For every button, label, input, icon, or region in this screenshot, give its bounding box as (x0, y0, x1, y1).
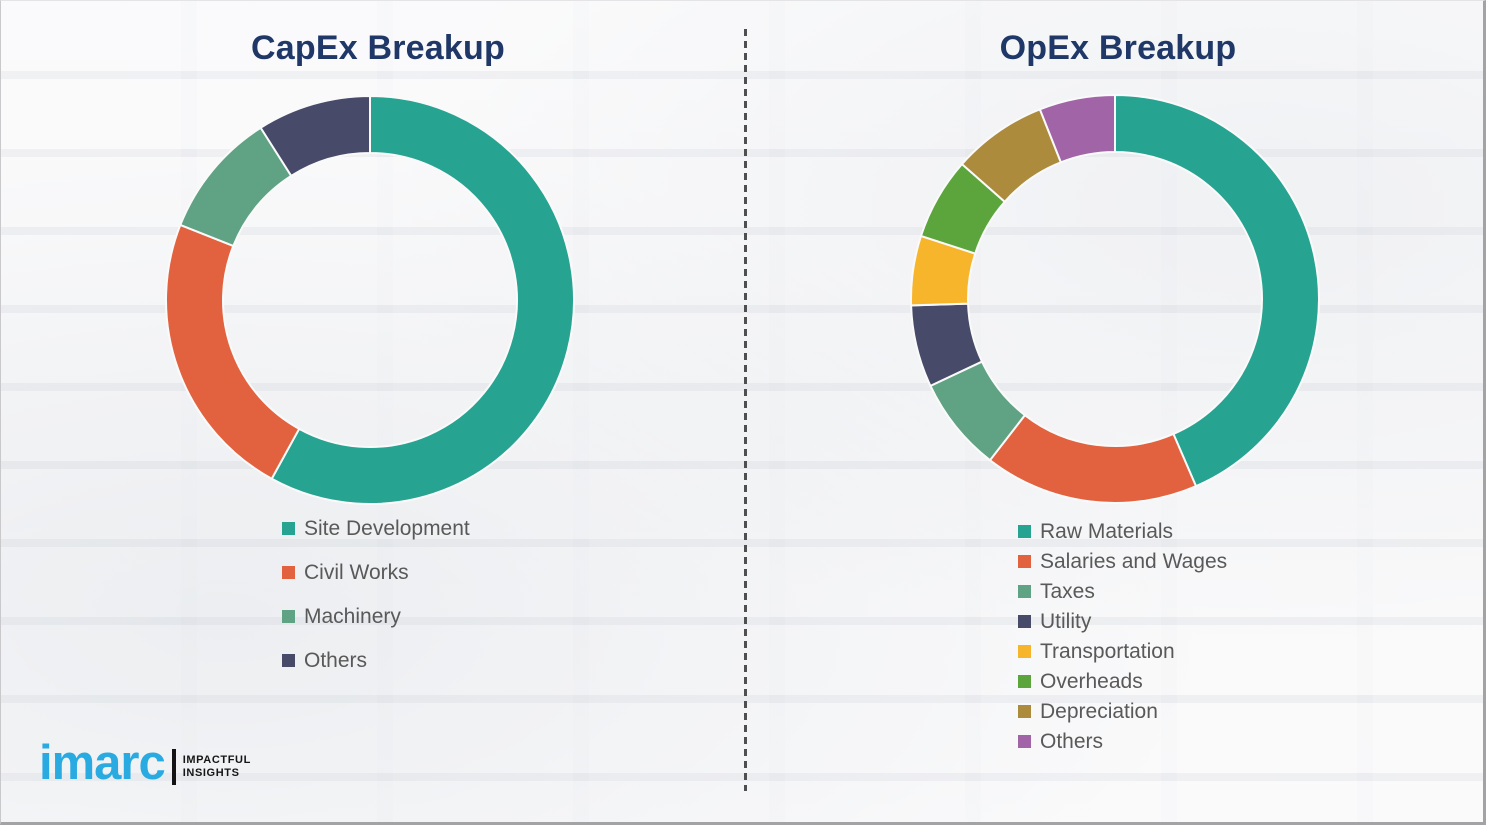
legend-marker (1018, 705, 1031, 718)
imarc-tagline-line2: INSIGHTS (182, 767, 240, 779)
legend-marker (282, 610, 295, 623)
legend-item-transportation: Transportation (1018, 638, 1227, 665)
opex-donut-chart (910, 93, 1320, 504)
legend-label: Salaries and Wages (1040, 549, 1228, 573)
donut-segment-salaries-and-wages (988, 413, 1198, 504)
legend-marker (1018, 525, 1031, 538)
legend-marker (282, 522, 295, 535)
legend-marker (1018, 585, 1031, 598)
legend-item-others: Others (282, 647, 470, 674)
imarc-logo-divider-bar (171, 749, 176, 785)
legend-item-depreciation: Depreciation (1018, 698, 1227, 725)
donut-segment-civil-works (165, 223, 301, 481)
donut-segment-site-development (270, 94, 575, 505)
legend-label: Civil Works (304, 560, 409, 584)
legend-label: Others (1040, 729, 1104, 753)
legend-item-taxes: Taxes (1018, 578, 1227, 605)
imarc-logo: imarc IMPACTFUL INSIGHTS (39, 737, 251, 789)
imarc-tagline-line1: IMPACTFUL (182, 754, 251, 766)
legend-item-civil-works: Civil Works (282, 559, 470, 586)
opex-legend: Raw Materials Salaries and Wages Taxes Util… (1018, 518, 1227, 758)
donut-segment-raw-materials (1114, 93, 1320, 488)
legend-marker (282, 566, 295, 579)
legend-label: Overheads (1040, 669, 1143, 693)
legend-label: Depreciation (1040, 699, 1158, 723)
legend-marker (1018, 735, 1031, 748)
legend-item-site-development: Site Development (282, 515, 470, 542)
legend-item-salaries-and-wages: Salaries and Wages (1018, 548, 1227, 575)
legend-item-raw-materials: Raw Materials (1018, 518, 1227, 545)
imarc-tagline: IMPACTFUL INSIGHTS (183, 754, 251, 780)
donut-segment-others (259, 94, 371, 178)
capex-chart-title: CapEx Breakup (251, 29, 505, 67)
legend-label: Taxes (1040, 579, 1095, 603)
legend-label: Raw Materials (1040, 519, 1174, 543)
legend-marker (282, 654, 295, 667)
legend-label: Others (304, 648, 368, 672)
capex-legend: Site Development Civil Works Machinery Othe… (282, 515, 470, 691)
opex-chart-title: OpEx Breakup (999, 29, 1237, 67)
legend-marker (1018, 645, 1031, 658)
imarc-logo-text: imarc (39, 736, 166, 790)
legend-marker (1018, 555, 1031, 568)
capex-donut-chart (165, 94, 575, 505)
legend-label: Machinery (304, 604, 401, 628)
legend-item-machinery: Machinery (282, 603, 470, 630)
legend-label: Transportation (1040, 639, 1175, 663)
vertical-dashed-divider (744, 29, 747, 791)
legend-label: Utility (1040, 609, 1092, 633)
legend-label: Site Development (304, 516, 470, 540)
legend-item-overheads: Overheads (1018, 668, 1227, 695)
legend-marker (1018, 615, 1031, 628)
donut-segment-others (1038, 93, 1116, 164)
legend-item-others: Others (1018, 728, 1227, 755)
legend-marker (1018, 675, 1031, 688)
legend-item-utility: Utility (1018, 608, 1227, 635)
